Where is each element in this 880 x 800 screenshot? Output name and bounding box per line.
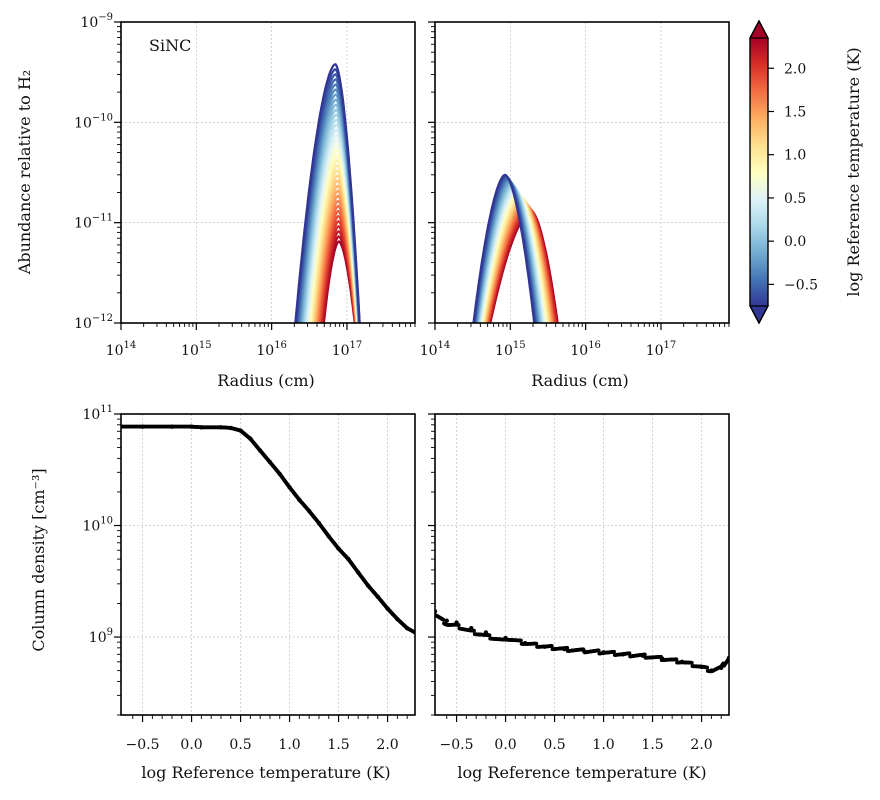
sample-marker	[549, 644, 554, 648]
sample-marker	[659, 654, 663, 659]
sample-marker	[472, 628, 476, 633]
ytick-label: 10−10	[74, 112, 113, 131]
xtick-label: −0.5	[126, 737, 160, 753]
xlabel-bottom-left: log Reference temperature (K)	[141, 763, 390, 782]
species-label: SiNC	[149, 36, 191, 55]
panel-top-right: 1014 1015 1016 1017 Radius (cm)	[420, 21, 730, 390]
colorbar-outline	[749, 19, 769, 325]
xtick-label: 1016	[256, 340, 287, 359]
sample-marker	[456, 623, 461, 627]
ytick-label: 1011	[82, 404, 113, 423]
xtick-label: 1015	[181, 340, 212, 359]
grid-top-left	[121, 22, 415, 323]
sample-marker	[627, 651, 632, 656]
colorbar-tick-label: 0.5	[784, 191, 806, 207]
sample-marker	[487, 633, 492, 638]
ticks-top-right: 1014 1015 1016 1017	[420, 21, 730, 359]
xlabel-bottom-right: log Reference temperature (K)	[457, 763, 706, 782]
ytick-label: 10−11	[74, 213, 113, 232]
xtick-label: 1016	[570, 340, 601, 359]
ticks-bottom-left: −0.5 0.0 0.5 1.0 1.5 2.0 109 1010 1011	[82, 404, 408, 753]
colorbar-extend-min	[749, 305, 769, 325]
colorbar-tick-label: −0.5	[784, 277, 818, 293]
colorbar: −0.5 0.0 0.5 1.0 1.5 2.0 log Reference temper…	[749, 19, 863, 325]
xtick-label: 1014	[106, 340, 137, 359]
axes-frame-bottom-right	[434, 413, 730, 716]
grid-bottom-left	[121, 414, 415, 715]
sample-marker	[674, 657, 679, 662]
xtick-label: 1017	[646, 340, 677, 359]
sample-marker	[441, 617, 446, 622]
xtick-label: −0.5	[440, 737, 474, 753]
grid-bottom-right	[435, 414, 729, 715]
colorbar-tick-label: 1.0	[784, 148, 806, 164]
colorbar-tick-label: 0.0	[784, 234, 806, 250]
colorbar-tick-label: 1.5	[784, 104, 806, 120]
sample-marker	[705, 665, 710, 670]
xtick-label: 1014	[420, 340, 451, 359]
xlabel-top-right: Radius (cm)	[531, 371, 629, 390]
ticks-bottom-right: −0.5 0.0 0.5 1.0 1.5 2.0	[428, 413, 722, 753]
panel-bottom-right: −0.5 0.0 0.5 1.0 1.5 2.0 log Reference temper…	[428, 413, 730, 782]
panel-top-left: 1014 1015 1016 1017 10−12 10−11 10−10 10−9 SiNC…	[15, 12, 416, 390]
sample-marker	[581, 647, 586, 652]
axes-frame-top-left	[120, 21, 416, 324]
xtick-label: 1015	[495, 340, 526, 359]
ylabel-top-left: Abundance relative to H₂	[15, 70, 34, 275]
colorbar-ticks: −0.5 0.0 0.5 1.0 1.5 2.0	[768, 61, 818, 293]
grid-top-right	[435, 22, 729, 323]
sample-marker	[565, 645, 570, 650]
curves-top-left	[294, 63, 361, 323]
sample-marker	[534, 641, 539, 646]
ytick-label: 10−9	[80, 12, 113, 31]
xtick-label: 1.5	[327, 737, 349, 753]
sample-marker	[519, 638, 523, 643]
curves-top-right	[472, 173, 559, 323]
xtick-label: 2.0	[690, 737, 712, 753]
xtick-label: 2.0	[376, 737, 398, 753]
xtick-label: 0.0	[180, 737, 202, 753]
colorbar-gradient	[750, 38, 768, 306]
abundance-curve	[294, 63, 361, 323]
xlabel-top-left: Radius (cm)	[217, 371, 315, 390]
points-bottom-right	[435, 609, 729, 674]
axes-frame-bottom-left	[120, 413, 416, 716]
colorbar-label: log Reference temperature (K)	[844, 47, 863, 296]
ytick-label: 10−12	[74, 313, 113, 332]
xtick-label: 1.5	[641, 737, 663, 753]
xtick-label: 0.5	[229, 737, 251, 753]
ytick-label: 109	[89, 627, 113, 646]
abundance-curve	[472, 173, 536, 323]
colorbar-extend-max	[749, 19, 769, 39]
xtick-label: 0.0	[494, 737, 516, 753]
xtick-label: 1.0	[278, 737, 300, 753]
xtick-label: 1.0	[592, 737, 614, 753]
xtick-label: 0.5	[543, 737, 565, 753]
data-point	[444, 618, 449, 623]
points-bottom-left	[121, 424, 415, 635]
sample-marker	[612, 649, 616, 654]
panel-bottom-left: −0.5 0.0 0.5 1.0 1.5 2.0 109 1010 1011 log Refer…	[29, 404, 416, 782]
ylabel-bottom-left: Column density [cm⁻³]	[29, 468, 48, 651]
colorbar-tick-label: 2.0	[784, 61, 806, 77]
sample-marker	[642, 652, 647, 657]
sample-marker	[689, 660, 694, 665]
sample-marker	[596, 648, 601, 653]
ytick-label: 1010	[82, 516, 113, 535]
ticks-top-left: 1014 1015 1016 1017 10−12 10−11 10−10 10−9	[74, 12, 416, 359]
xtick-label: 1017	[332, 340, 363, 359]
